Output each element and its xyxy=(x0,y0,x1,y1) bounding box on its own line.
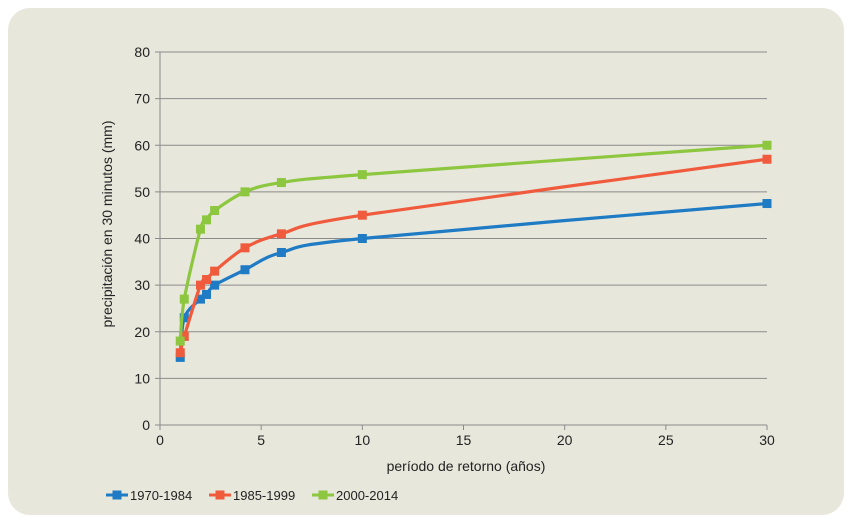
legend-item: 2000-2014 xyxy=(312,488,398,503)
grid-lines xyxy=(160,51,767,379)
data-point xyxy=(179,331,189,341)
legend: 1970-1984 1985-1999 2000-2014 xyxy=(106,488,398,503)
data-point xyxy=(210,280,220,290)
data-point xyxy=(762,140,772,150)
x-tick-labels: 0 5 10 15 20 25 30 xyxy=(156,432,775,448)
data-point xyxy=(175,336,185,346)
legend-item: 1970-1984 xyxy=(106,488,192,503)
series-2000-2014 xyxy=(175,140,772,346)
y-tick-label: 30 xyxy=(134,277,150,293)
data-point xyxy=(276,229,286,239)
data-point xyxy=(175,348,185,358)
x-tick-label: 20 xyxy=(557,432,573,448)
series-lines xyxy=(175,140,772,362)
y-axis-title: precipitación en 30 minutos (mm) xyxy=(99,121,115,328)
data-point xyxy=(762,199,772,209)
data-point xyxy=(240,243,250,253)
data-point xyxy=(195,224,205,234)
legend-swatch-marker xyxy=(215,490,225,500)
data-point xyxy=(276,247,286,257)
x-tick-label: 25 xyxy=(658,432,674,448)
y-tick-label: 40 xyxy=(134,231,150,247)
y-tick-label: 50 xyxy=(134,184,150,200)
data-point xyxy=(195,280,205,290)
x-axis-title: período de retorno (años) xyxy=(387,458,546,474)
data-point xyxy=(179,294,189,304)
data-point xyxy=(762,154,772,164)
y-tick-label: 0 xyxy=(142,417,150,433)
x-tick-label: 30 xyxy=(759,432,775,448)
data-point xyxy=(357,170,367,180)
x-tick-label: 15 xyxy=(456,432,472,448)
data-point xyxy=(202,275,212,285)
legend-label: 1970-1984 xyxy=(130,488,192,503)
legend-label: 1985-1999 xyxy=(233,488,295,503)
data-point xyxy=(202,215,212,225)
data-point xyxy=(357,234,367,243)
y-tick-labels: 0 10 20 30 40 50 60 70 80 xyxy=(134,44,150,433)
data-point xyxy=(357,210,367,220)
legend-item: 1985-1999 xyxy=(209,488,295,503)
data-point xyxy=(175,352,185,362)
data-point xyxy=(179,313,189,323)
chart-panel-background xyxy=(8,8,844,515)
y-tick-label: 60 xyxy=(134,137,150,153)
y-tick-label: 20 xyxy=(134,324,150,340)
legend-swatch-marker xyxy=(112,490,122,500)
y-tick-label: 80 xyxy=(134,44,150,60)
legend-swatch-marker xyxy=(318,490,328,500)
data-point xyxy=(240,265,250,275)
data-point xyxy=(202,289,212,299)
data-point xyxy=(195,294,205,304)
axes xyxy=(155,51,768,430)
data-point xyxy=(276,178,286,188)
x-tick-label: 0 xyxy=(156,432,164,448)
series-1985-1999 xyxy=(175,154,772,358)
data-point xyxy=(240,187,250,197)
data-point xyxy=(210,206,220,216)
x-tick-label: 10 xyxy=(355,432,371,448)
series-line xyxy=(178,143,769,343)
x-tick-label: 5 xyxy=(257,432,265,448)
legend-label: 2000-2014 xyxy=(336,488,398,503)
y-tick-label: 10 xyxy=(134,370,150,386)
y-tick-label: 70 xyxy=(134,91,150,107)
data-point xyxy=(210,266,220,276)
